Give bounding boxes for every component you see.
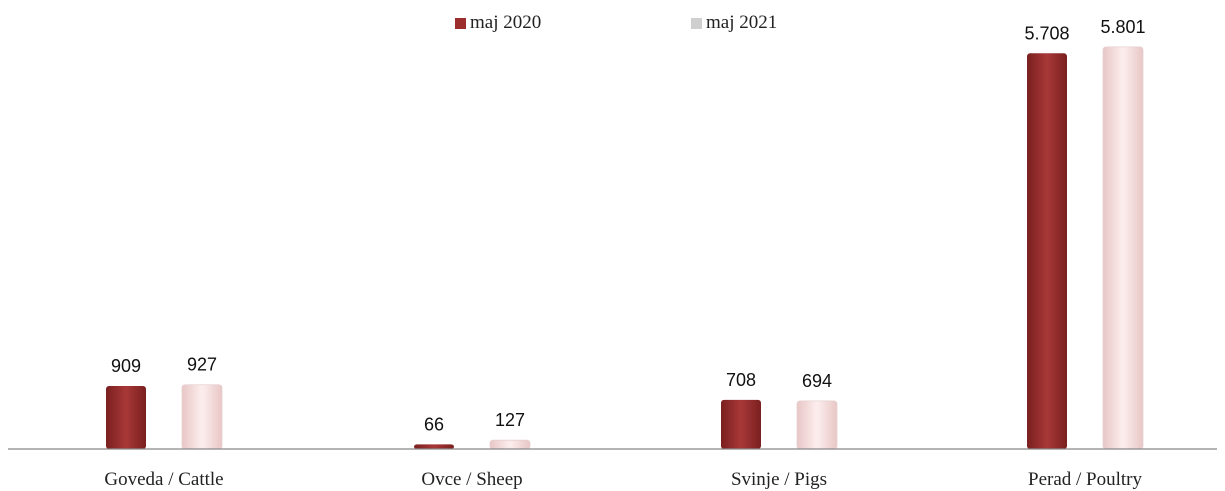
legend-swatch-series-1 <box>455 17 466 29</box>
data-label-1-2: 66 <box>424 414 444 434</box>
data-label-1-4: 5.708 <box>1024 23 1069 43</box>
category-label-1: Goveda / Cattle <box>104 469 223 490</box>
legend-item-series-1: maj 2020 <box>455 12 541 34</box>
legend-swatch-series-2 <box>691 17 702 29</box>
legend-label-series-2: maj 2021 <box>706 12 778 33</box>
data-label-1-3: 708 <box>726 370 756 390</box>
bar-1-3 <box>721 399 761 449</box>
legend-item-series-2: maj 2021 <box>691 12 777 34</box>
bar-1-4 <box>1027 53 1067 450</box>
bar-1-1 <box>106 385 146 449</box>
category-label-3: Svinje / Pigs <box>731 469 827 490</box>
data-label-2-4: 5.801 <box>1100 17 1145 37</box>
data-label-2-3: 694 <box>802 371 832 391</box>
data-label-2-2: 127 <box>495 410 525 430</box>
category-labels: Goveda / Cattle Ovce / Sheep Svinje / Pigs… <box>104 469 1142 490</box>
category-label-4: Perad / Poultry <box>1028 469 1142 490</box>
category-label-2: Ovce / Sheep <box>421 469 522 490</box>
bar-2-1 <box>181 384 223 450</box>
bar-2-4 <box>1102 46 1144 450</box>
bars-group: 909 927 66 127 708 694 5.708 5.801 <box>106 17 1146 450</box>
data-label-2-1: 927 <box>187 355 217 375</box>
bar-2-2 <box>489 439 531 450</box>
legend-label-series-1: maj 2020 <box>470 12 542 33</box>
data-label-1-1: 909 <box>111 356 141 376</box>
bar-1-2 <box>414 444 454 449</box>
legend: maj 2020 maj 2021 <box>0 12 1225 36</box>
bar-2-3 <box>796 400 838 450</box>
